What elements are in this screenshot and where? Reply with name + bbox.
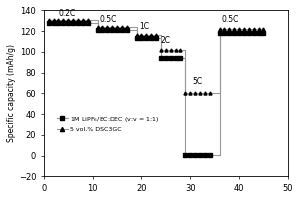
Y-axis label: Specific capacity (mAh/g): Specific capacity (mAh/g) — [7, 44, 16, 142]
Legend: 1M LiPF$_6$/EC:DEC (v:v = 1:1), 5 vol.% DSC3GC: 1M LiPF$_6$/EC:DEC (v:v = 1:1), 5 vol.% … — [57, 115, 160, 132]
Text: 2C: 2C — [161, 36, 171, 45]
Text: 0.2C: 0.2C — [58, 9, 76, 18]
Text: 0.5C: 0.5C — [222, 15, 239, 24]
Text: 1C: 1C — [139, 22, 149, 31]
Text: 0.5C: 0.5C — [100, 15, 117, 24]
Text: 5C: 5C — [193, 77, 203, 86]
